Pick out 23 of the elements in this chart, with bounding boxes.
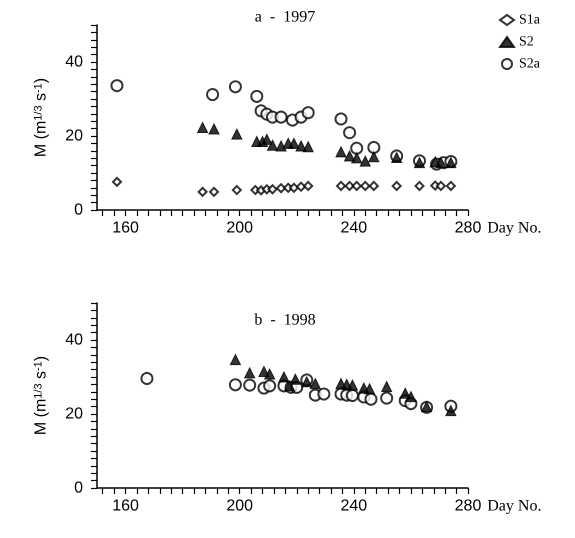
y-tick-label: 40 <box>65 54 84 70</box>
x-tick-label: 160 <box>112 498 139 514</box>
x-tick-label: 240 <box>340 220 368 236</box>
x-tick-label: 280 <box>454 498 482 514</box>
y-axis-title: M (m1/3 s-1) <box>32 356 50 436</box>
x-axis-title: Day No. <box>487 220 542 236</box>
legend-label: S2 <box>519 34 534 50</box>
x-tick-label: 200 <box>226 498 254 514</box>
x-tick-label: 160 <box>112 220 139 236</box>
legend-label: S2a <box>519 56 541 72</box>
y-tick-label: 0 <box>74 202 84 218</box>
chart-title: a - 1997 <box>254 8 316 26</box>
text: b - 1998 <box>254 312 316 328</box>
y-tick-label: 0 <box>74 480 84 496</box>
x-tick-label: 280 <box>454 220 482 236</box>
x-tick-label: 240 <box>340 498 368 514</box>
y-axis-title: M (m1/3 s-1) <box>32 78 50 158</box>
x-tick-label: 200 <box>226 220 254 236</box>
x-axis-title: Day No. <box>487 498 542 514</box>
y-tick-label: 20 <box>65 128 84 144</box>
legend-label: S1a <box>519 12 541 28</box>
y-tick-label: 20 <box>65 406 84 422</box>
y-tick-label: 40 <box>65 332 84 348</box>
